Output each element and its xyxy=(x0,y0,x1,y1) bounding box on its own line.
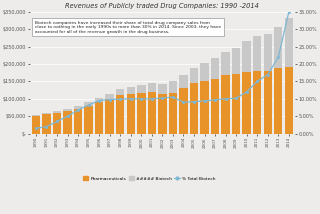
Bar xyxy=(169,93,177,134)
Bar xyxy=(106,94,114,99)
Bar xyxy=(232,74,240,134)
Bar xyxy=(232,48,240,74)
Bar xyxy=(158,84,167,94)
Bar xyxy=(74,106,82,108)
Bar xyxy=(221,52,230,75)
Bar xyxy=(53,113,61,134)
Bar xyxy=(137,85,146,93)
Bar xyxy=(200,63,209,82)
Bar xyxy=(126,87,135,94)
Bar xyxy=(53,111,61,113)
Bar xyxy=(274,68,283,134)
Bar xyxy=(74,108,82,134)
Bar xyxy=(243,72,251,134)
Bar xyxy=(284,67,293,134)
Bar xyxy=(148,83,156,92)
Bar xyxy=(179,88,188,134)
Bar xyxy=(211,58,219,79)
Bar xyxy=(253,71,261,134)
Bar xyxy=(211,79,219,134)
Bar xyxy=(116,95,124,134)
Bar xyxy=(137,93,146,134)
Bar xyxy=(169,82,177,93)
Bar xyxy=(190,68,198,83)
Title: Revenues of Publicly traded Drug Companies: 1990 -2014: Revenues of Publicly traded Drug Compani… xyxy=(65,3,259,9)
Text: Biotech companies have increased their share of total drug company sales from
cl: Biotech companies have increased their s… xyxy=(35,21,221,34)
Bar xyxy=(284,18,293,67)
Bar xyxy=(126,94,135,134)
Bar xyxy=(32,116,40,134)
Bar xyxy=(179,75,188,88)
Bar xyxy=(200,82,209,134)
Bar xyxy=(42,113,51,114)
Bar xyxy=(158,94,167,134)
Bar xyxy=(274,27,283,68)
Bar xyxy=(190,83,198,134)
Bar xyxy=(116,89,124,95)
Legend: Pharmaceuticals, ##### Biotech, % Total Biotech: Pharmaceuticals, ##### Biotech, % Total … xyxy=(81,175,217,182)
Bar xyxy=(84,106,93,134)
Bar xyxy=(263,71,272,134)
Bar xyxy=(243,40,251,72)
Bar xyxy=(106,99,114,134)
Bar xyxy=(263,34,272,71)
Bar xyxy=(221,75,230,134)
Bar xyxy=(253,36,261,71)
Bar xyxy=(148,92,156,134)
Bar xyxy=(63,111,72,134)
Bar xyxy=(95,98,103,102)
Bar xyxy=(42,114,51,134)
Bar xyxy=(63,109,72,111)
Bar xyxy=(95,102,103,134)
Bar xyxy=(84,102,93,106)
